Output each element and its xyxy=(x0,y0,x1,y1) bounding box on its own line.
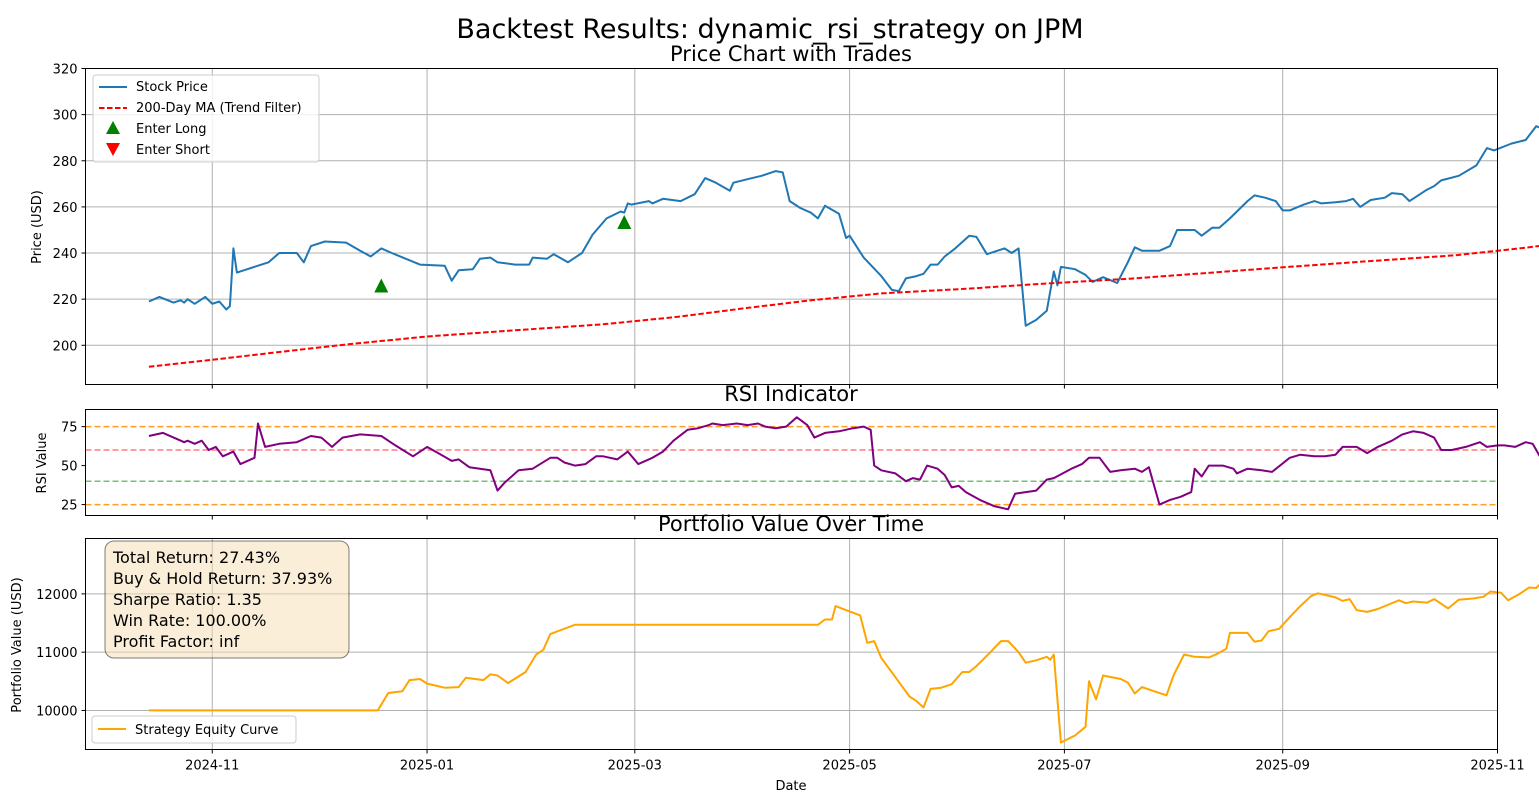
stats-box: Total Return: 27.43% Buy & Hold Return: … xyxy=(104,540,350,659)
portfolio-y-tick-label: 11000 xyxy=(36,646,77,661)
price-y-ticks: 200 220 240 260 280 300 320 xyxy=(53,63,86,354)
x-tick-label: 2025-01 xyxy=(400,759,454,774)
price-y-axis-label: Price (USD) xyxy=(30,190,45,264)
x-tick-label: 2024-11 xyxy=(185,759,239,774)
rsi-x-ticks xyxy=(211,515,1498,520)
rsi-panel: RSI Indicator 25 50 75 RSI Value xyxy=(35,382,1539,520)
x-axis-label: Date xyxy=(775,779,806,794)
portfolio-y-tick-label: 12000 xyxy=(36,588,77,603)
price-series-line-0 xyxy=(148,125,1539,327)
portfolio-axes-frame xyxy=(85,538,1498,750)
equity-legend-box xyxy=(91,715,297,744)
rsi-series-line-0 xyxy=(148,416,1539,511)
figure-title: Backtest Results: dynamic_rsi_strategy o… xyxy=(456,14,1083,45)
rsi-y-tick-label: 50 xyxy=(61,460,78,475)
price-y-tick-label: 300 xyxy=(53,109,78,124)
x-tick-label: 2025-09 xyxy=(1256,759,1310,774)
price-y-tick-label: 320 xyxy=(53,63,78,78)
legend-label-equity-curve: Strategy Equity Curve xyxy=(135,723,278,738)
price-chart-panel: Price Chart with Trades 200 220 240 260 280 3… xyxy=(30,42,1539,389)
price-plot-area xyxy=(148,125,1539,368)
legend-marker-enter-short-icon xyxy=(106,143,120,156)
stat-total-return: Total Return: 27.43% xyxy=(112,548,280,567)
rsi-y-tick-label: 75 xyxy=(61,421,78,436)
rsi-axes-frame xyxy=(85,409,1498,516)
rsi-y-tick-label: 25 xyxy=(61,499,78,514)
price-legend-box xyxy=(92,74,320,163)
enter-long-marker xyxy=(617,215,632,230)
legend-label-enter-short: Enter Short xyxy=(136,143,210,158)
price-y-tick-label: 280 xyxy=(53,155,78,170)
legend-label-enter-long: Enter Long xyxy=(136,122,206,137)
x-tick-label: 2025-11 xyxy=(1470,759,1524,774)
equity-legend: Strategy Equity Curve xyxy=(91,715,297,744)
price-series-line-1 xyxy=(148,244,1539,368)
portfolio-y-tick-label: 10000 xyxy=(36,704,77,719)
portfolio-y-axis-label: Portfolio Value (USD) xyxy=(10,577,25,712)
portfolio-plot-area xyxy=(148,583,1539,744)
price-y-tick-label: 200 xyxy=(53,339,78,354)
portfolio-panel: Portfolio Value Over Time 10000 11000 1200… xyxy=(10,512,1539,794)
portfolio-title: Portfolio Value Over Time xyxy=(658,512,924,536)
price-x-ticks xyxy=(211,384,1498,389)
enter-long-marker xyxy=(374,278,389,293)
portfolio-series-line-0 xyxy=(148,583,1539,744)
legend-label-stock-price: Stock Price xyxy=(136,80,208,95)
rsi-y-axis-label: RSI Value xyxy=(35,433,50,494)
price-y-tick-label: 240 xyxy=(53,247,78,262)
price-y-tick-label: 220 xyxy=(53,293,78,308)
price-chart-title: Price Chart with Trades xyxy=(670,42,912,66)
stats-box-background xyxy=(104,540,350,659)
legend-label-moving-average: 200-Day MA (Trend Filter) xyxy=(136,101,302,116)
price-y-tick-label: 260 xyxy=(53,201,78,216)
stat-win-rate: Win Rate: 100.00% xyxy=(113,611,267,630)
rsi-y-ticks: 25 50 75 xyxy=(61,421,86,514)
stat-sharpe-ratio: Sharpe Ratio: 1.35 xyxy=(113,590,262,609)
legend-marker-enter-long-icon xyxy=(106,121,120,134)
portfolio-y-ticks: 10000 11000 12000 xyxy=(36,588,86,719)
x-tick-label: 2025-07 xyxy=(1037,759,1091,774)
price-axes-frame xyxy=(85,68,1498,385)
x-tick-label: 2025-05 xyxy=(822,759,876,774)
rsi-title: RSI Indicator xyxy=(724,382,858,406)
portfolio-x-ticks: 2024-11 2025-01 2025-03 2025-05 2025-07 2025-… xyxy=(185,749,1525,774)
rsi-plot-area xyxy=(85,416,1539,511)
price-legend: Stock Price 200-Day MA (Trend Filter) En… xyxy=(92,74,320,163)
stat-profit-factor: Profit Factor: inf xyxy=(113,632,240,651)
stat-buy-hold-return: Buy & Hold Return: 37.93% xyxy=(113,569,332,588)
x-tick-label: 2025-03 xyxy=(608,759,662,774)
